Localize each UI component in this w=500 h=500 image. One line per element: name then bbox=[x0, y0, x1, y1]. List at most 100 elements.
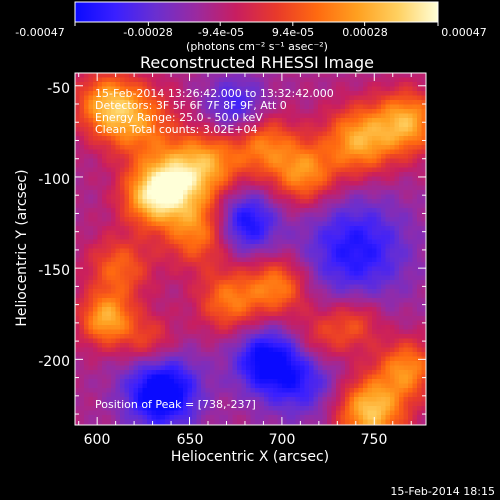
heatmap-cell bbox=[340, 167, 346, 173]
heatmap-cell bbox=[111, 275, 116, 281]
heatmap-cell bbox=[214, 302, 220, 308]
heatmap-cell bbox=[205, 113, 211, 119]
heatmap-cell bbox=[403, 221, 409, 227]
heatmap-cell bbox=[381, 118, 386, 123]
heatmap-cell bbox=[165, 239, 170, 245]
heatmap-cell bbox=[300, 239, 305, 245]
heatmap-cell bbox=[268, 320, 274, 326]
heatmap-cell bbox=[79, 343, 85, 348]
heatmap-cell bbox=[327, 266, 332, 272]
heatmap-cell bbox=[174, 127, 179, 132]
heatmap-cell bbox=[124, 113, 130, 119]
heatmap-cell bbox=[169, 352, 175, 357]
heatmap-cell bbox=[174, 253, 179, 258]
heatmap-cell bbox=[349, 104, 355, 110]
heatmap-cell bbox=[246, 212, 251, 218]
heatmap-cell bbox=[97, 221, 103, 227]
heatmap-cell bbox=[313, 217, 319, 222]
heatmap-cell bbox=[318, 140, 323, 146]
heatmap-cell bbox=[318, 136, 323, 141]
heatmap-cell bbox=[147, 181, 152, 186]
heatmap-cell bbox=[390, 95, 395, 101]
heatmap-cell bbox=[129, 109, 134, 114]
heatmap-cell bbox=[196, 244, 202, 249]
heatmap-cell bbox=[367, 185, 373, 191]
heatmap-cell bbox=[255, 293, 260, 299]
heatmap-cell bbox=[363, 95, 368, 101]
heatmap-cell bbox=[183, 271, 188, 276]
heatmap-cell bbox=[421, 293, 426, 299]
heatmap-cell bbox=[264, 289, 269, 294]
heatmap-cell bbox=[345, 352, 350, 357]
heatmap-cell bbox=[133, 347, 139, 353]
heatmap-cell bbox=[237, 208, 242, 213]
heatmap-cell bbox=[192, 257, 197, 263]
heatmap-cell bbox=[322, 239, 328, 245]
heatmap-cell bbox=[250, 167, 256, 173]
heatmap-cell bbox=[385, 118, 391, 123]
heatmap-cell bbox=[331, 140, 337, 146]
heatmap-cell bbox=[322, 271, 328, 276]
heatmap-cell bbox=[142, 352, 148, 357]
heatmap-cell bbox=[250, 185, 256, 191]
heatmap-cell bbox=[277, 73, 283, 78]
heatmap-cell bbox=[232, 104, 238, 110]
heatmap-cell bbox=[250, 311, 256, 317]
heatmap-cell bbox=[354, 172, 359, 177]
heatmap-cell bbox=[277, 239, 283, 245]
heatmap-cell bbox=[273, 289, 278, 294]
heatmap-cell bbox=[97, 113, 103, 119]
heatmap-cell bbox=[367, 167, 373, 173]
heatmap-cell bbox=[129, 212, 134, 218]
heatmap-cell bbox=[349, 343, 355, 348]
heatmap-cell bbox=[79, 190, 85, 195]
heatmap-cell bbox=[147, 91, 152, 96]
heatmap-cell bbox=[246, 343, 251, 348]
heatmap-cell bbox=[358, 190, 364, 195]
heatmap-cell bbox=[111, 145, 116, 150]
heatmap-cell bbox=[237, 185, 242, 191]
heatmap-cell bbox=[232, 212, 238, 218]
heatmap-cell bbox=[111, 221, 116, 227]
heatmap-cell bbox=[129, 208, 134, 213]
heatmap-cell bbox=[223, 356, 229, 362]
heatmap-cell bbox=[241, 280, 247, 285]
heatmap-cell bbox=[354, 167, 359, 173]
heatmap-cell bbox=[192, 190, 197, 195]
heatmap-cell bbox=[313, 334, 319, 339]
heatmap-cell bbox=[295, 181, 301, 186]
heatmap-cell bbox=[120, 293, 125, 299]
heatmap-cell bbox=[147, 113, 152, 119]
heatmap-cell bbox=[250, 347, 256, 353]
heatmap-cell bbox=[318, 334, 323, 339]
heatmap-cell bbox=[201, 334, 206, 339]
heatmap-cell bbox=[372, 298, 377, 303]
heatmap-cell bbox=[282, 221, 287, 227]
heatmap-cell bbox=[201, 347, 206, 353]
heatmap-cell bbox=[354, 176, 359, 182]
heatmap-cell bbox=[133, 140, 139, 146]
heatmap-cell bbox=[228, 203, 233, 209]
heatmap-cell bbox=[408, 338, 413, 344]
heatmap-cell bbox=[111, 320, 116, 326]
heatmap-cell bbox=[142, 167, 148, 173]
heatmap-cell bbox=[309, 154, 314, 159]
heatmap-cell bbox=[246, 320, 251, 326]
heatmap-cell bbox=[178, 203, 184, 209]
heatmap-cell bbox=[174, 95, 179, 101]
heatmap-cell bbox=[79, 266, 85, 272]
heatmap-cell bbox=[205, 154, 211, 159]
heatmap-cell bbox=[286, 284, 292, 290]
heatmap-cell bbox=[106, 149, 112, 155]
heatmap-cell bbox=[327, 235, 332, 240]
heatmap-cell bbox=[115, 77, 121, 83]
heatmap-cell bbox=[291, 136, 296, 141]
heatmap-cell bbox=[354, 316, 359, 321]
heatmap-cell bbox=[367, 325, 373, 330]
heatmap-cell bbox=[160, 244, 166, 249]
heatmap-cell bbox=[165, 298, 170, 303]
heatmap-cell bbox=[106, 325, 112, 330]
heatmap-cell bbox=[381, 127, 386, 132]
